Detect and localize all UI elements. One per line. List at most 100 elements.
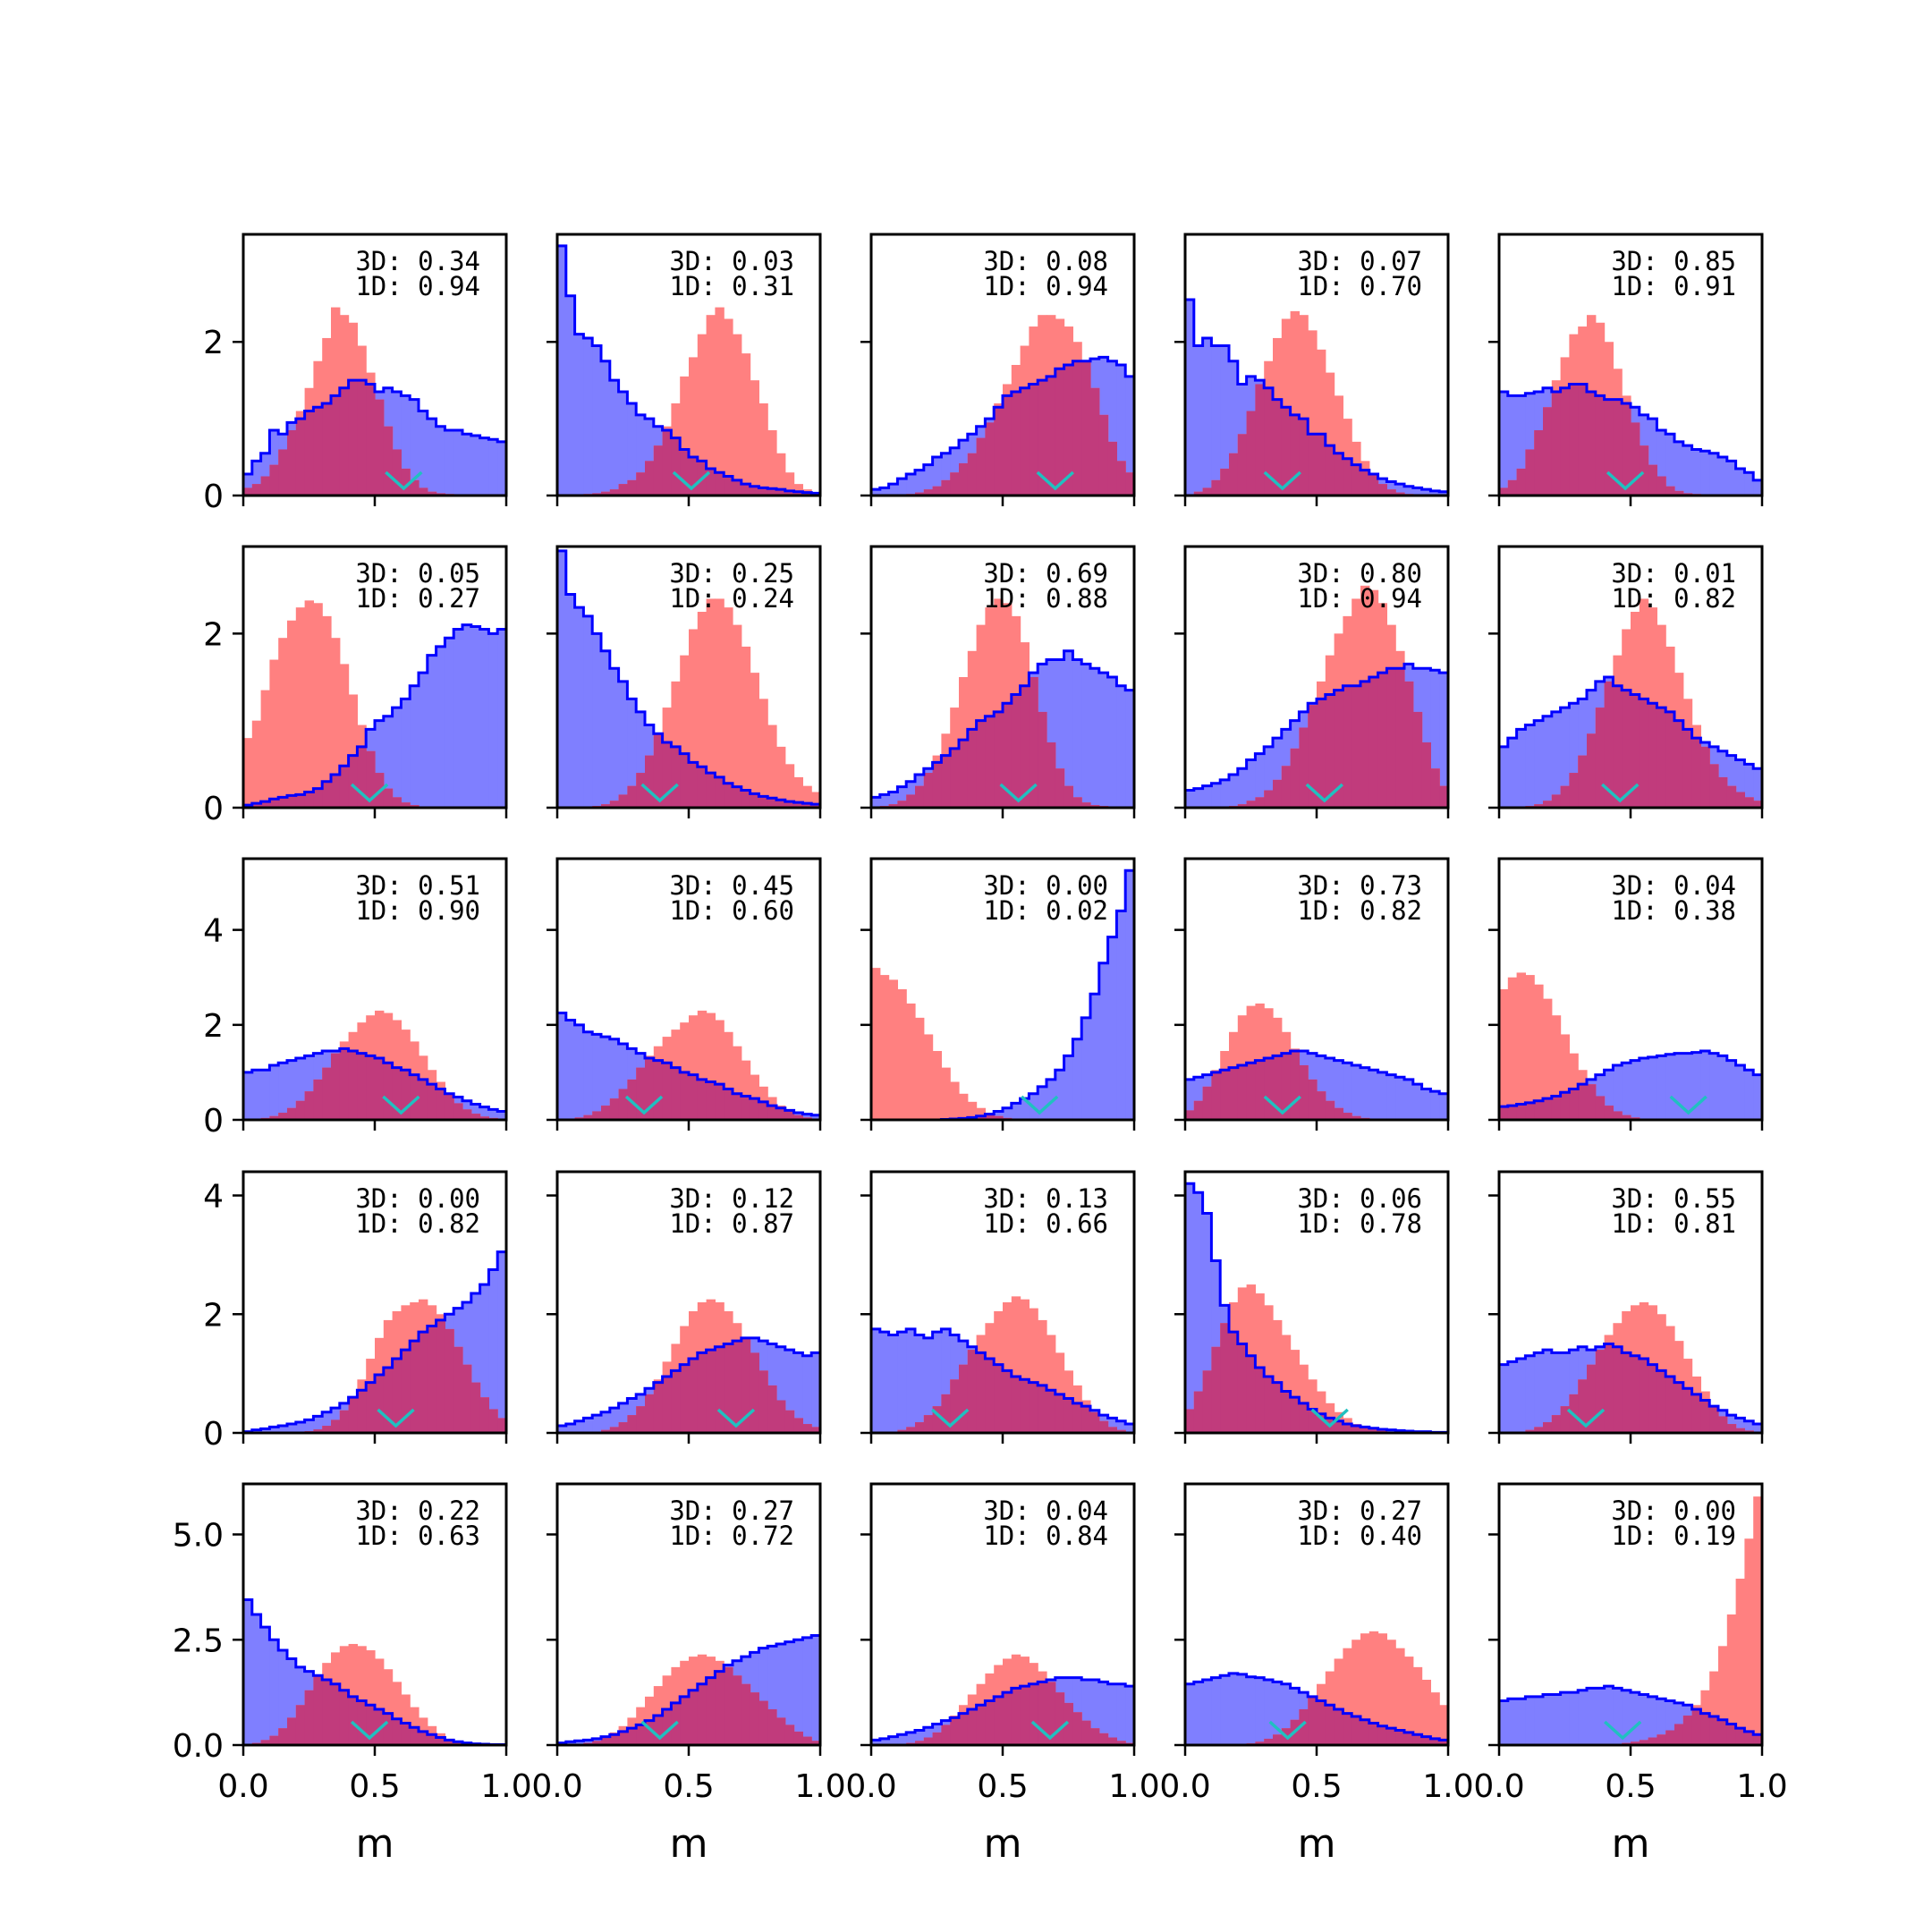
blue-hist-bar — [932, 1332, 942, 1433]
panel-plot-area — [871, 598, 1134, 808]
blue-hist-bar — [1551, 1694, 1562, 1745]
blue-hist-bar — [1657, 430, 1666, 496]
marker-chevron-icon — [350, 783, 389, 803]
overlap-hist-bar — [1317, 1413, 1326, 1433]
overlap-hist-bar — [1516, 468, 1526, 496]
overlap-hist-bar — [689, 457, 699, 496]
blue-hist-bar — [574, 334, 584, 496]
marker-chevron-icon — [385, 470, 423, 491]
blue-hist-step-outline — [1185, 298, 1448, 496]
red-hist-bar — [776, 453, 786, 496]
overlap-hist-bar — [331, 395, 341, 496]
overlap-hist-bar — [1046, 1390, 1056, 1433]
red-hist-bar — [1421, 1680, 1431, 1745]
overlap-hist-bar — [1107, 441, 1117, 496]
blue-hist-bar — [1665, 1054, 1675, 1120]
blue-hist-bar — [906, 1732, 916, 1745]
x-tick-label: 0.0 — [1473, 1768, 1524, 1805]
overlap-hist-bar — [1098, 1420, 1109, 1433]
overlap-hist-bar — [967, 1708, 978, 1745]
panel-plot-area — [557, 549, 820, 808]
overlap-hist-bar — [278, 1728, 288, 1745]
red-hist-bar — [1308, 330, 1318, 496]
x-tick-label: 0.5 — [663, 1768, 714, 1805]
overlap-hist-bar — [609, 489, 620, 496]
overlap-hist-bar — [1534, 1427, 1544, 1433]
overlap-hist-bar — [741, 1337, 751, 1433]
blue-hist-bar — [871, 489, 881, 496]
overlap-hist-bar — [1709, 1406, 1719, 1433]
red-hist-bar — [767, 430, 777, 496]
overlap-hist-bar — [1273, 779, 1283, 808]
blue-hist-bar — [1055, 1070, 1065, 1120]
overlap-hist-bar — [1648, 703, 1657, 808]
overlap-hist-bar — [401, 468, 411, 496]
overlap-hist-bar — [1648, 1737, 1657, 1745]
blue-hist-bar — [776, 1643, 786, 1745]
overlap-hist-bar — [1081, 360, 1091, 496]
blue-hist-bar — [1726, 1060, 1737, 1120]
overlap-hist-bar — [322, 1680, 332, 1745]
red-hist-bar — [357, 1646, 367, 1745]
y-tick-label: 4 — [203, 913, 224, 950]
blue-hist-bar — [1709, 453, 1719, 496]
overlap-hist-bar — [1003, 395, 1013, 496]
overlap-hist-bar — [462, 1364, 472, 1433]
blue-hist-bar — [1090, 994, 1100, 1120]
blue-hist-bar — [1657, 1055, 1666, 1120]
blue-hist-bar — [1255, 1677, 1265, 1745]
panel-plot-area — [1499, 598, 1762, 808]
overlap-hist-bar — [583, 1114, 593, 1120]
overlap-hist-bar — [1229, 453, 1239, 496]
blue-hist-bar — [304, 1055, 314, 1120]
panel-plot-area — [1499, 1302, 1762, 1433]
blue-hist-bar — [1718, 1055, 1728, 1120]
panel-plot-area — [871, 1296, 1134, 1433]
overlap-hist-bar — [1368, 1429, 1379, 1433]
overlap-hist-bar — [1116, 1429, 1126, 1433]
overlap-hist-bar — [1325, 694, 1335, 808]
blue-hist-bar — [1386, 1074, 1396, 1120]
red-hist-bar — [375, 1658, 385, 1745]
overlap-hist-bar — [287, 1107, 297, 1120]
blue-hist-bar — [1525, 393, 1535, 496]
overlap-hist-bar — [1055, 369, 1065, 496]
overlap-hist-bar — [366, 1055, 376, 1120]
blue-hist-bar — [601, 650, 611, 808]
label-3d: 3D: 0.04 — [1611, 870, 1736, 901]
blue-hist-bar — [1220, 1675, 1230, 1745]
red-hist-bar — [724, 318, 733, 496]
overlap-hist-bar — [1718, 1719, 1728, 1745]
overlap-hist-bar — [1325, 1100, 1335, 1120]
overlap-hist-bar — [392, 797, 402, 808]
blue-hist-bar — [1360, 1067, 1370, 1120]
blue-hist-bar — [1386, 481, 1396, 496]
red-hist-bar — [366, 1650, 376, 1745]
overlap-hist-bar — [1055, 1394, 1065, 1433]
blue-hist-bar — [1281, 1683, 1292, 1745]
blue-hist-bar — [1193, 345, 1204, 496]
label-1d: 1D: 0.72 — [669, 1521, 794, 1551]
blue-hist-bar — [295, 1057, 306, 1120]
overlap-hist-bar — [897, 1429, 907, 1433]
marker-chevron-icon — [640, 783, 679, 803]
overlap-hist-bar — [1622, 690, 1631, 808]
overlap-hist-bar — [1011, 1688, 1021, 1745]
overlap-hist-bar — [1202, 1370, 1212, 1433]
blue-hist-bar — [1368, 1070, 1379, 1120]
label-3d: 3D: 0.13 — [983, 1183, 1108, 1214]
red-hist-bar — [1709, 1671, 1719, 1745]
overlap-hist-bar — [609, 1098, 620, 1120]
panel-plot-area — [557, 244, 820, 496]
blue-hist-bar — [1744, 764, 1754, 808]
overlap-hist-bar — [697, 1079, 708, 1120]
overlap-hist-bar — [1229, 1067, 1239, 1120]
blue-hist-step-outline — [1185, 1049, 1448, 1120]
label-1d: 1D: 0.91 — [1611, 271, 1736, 301]
overlap-hist-bar — [1343, 458, 1352, 496]
blue-hist-bar — [583, 1418, 593, 1433]
blue-hist-bar — [994, 1111, 1004, 1120]
overlap-hist-bar — [1404, 1732, 1414, 1745]
overlap-hist-bar — [811, 1741, 820, 1745]
label-3d: 3D: 0.55 — [1611, 1183, 1736, 1214]
